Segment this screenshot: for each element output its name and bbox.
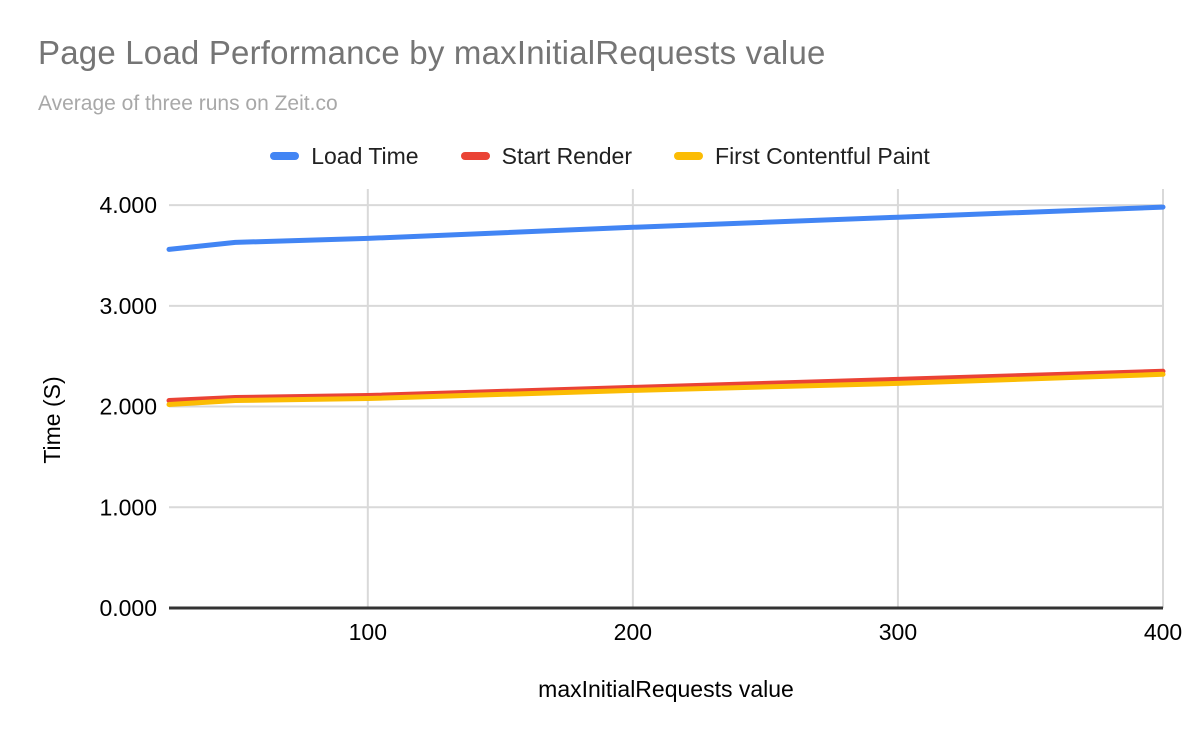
y-tick-label: 4.000 xyxy=(99,192,157,218)
series-line-load-time xyxy=(166,204,1166,252)
x-tick-label: 400 xyxy=(1144,619,1182,645)
legend-item-start-render: Start Render xyxy=(460,142,633,170)
chart-subtitle: Average of three runs on Zeit.co xyxy=(38,92,338,115)
x-tick-label: 200 xyxy=(614,619,652,645)
legend-swatch-first-contentful-paint xyxy=(674,152,704,160)
chart-title: Page Load Performance by maxInitialReque… xyxy=(38,34,826,71)
y-tick-label: 3.000 xyxy=(99,293,157,319)
legend-item-load-time: Load Time xyxy=(270,142,419,170)
legend-item-first-contentful-paint: First Contentful Paint xyxy=(674,143,930,170)
legend-swatch-start-render xyxy=(460,152,490,160)
y-tick-label: 2.000 xyxy=(99,394,157,420)
legend-label-first-contentful-paint: First Contentful Paint xyxy=(715,142,930,169)
x-tick-label: 100 xyxy=(349,619,387,645)
legend-label-start-render: Start Render xyxy=(501,142,633,169)
series-line-start-render xyxy=(166,368,1166,403)
y-tick-label: 1.000 xyxy=(99,494,157,520)
x-tick-label: 300 xyxy=(879,619,917,645)
legend-swatch-load-time xyxy=(270,152,300,160)
legend-label-load-time: Load Time xyxy=(311,142,419,169)
chart-legend: Load Time Start Render First Contentful … xyxy=(0,142,1200,170)
y-tick-label: 0.000 xyxy=(99,595,157,621)
x-axis-title: maxInitialRequests value xyxy=(538,676,794,702)
series-line-first-contentful-paint xyxy=(166,371,1166,407)
y-axis-title: Time (S) xyxy=(39,376,65,463)
